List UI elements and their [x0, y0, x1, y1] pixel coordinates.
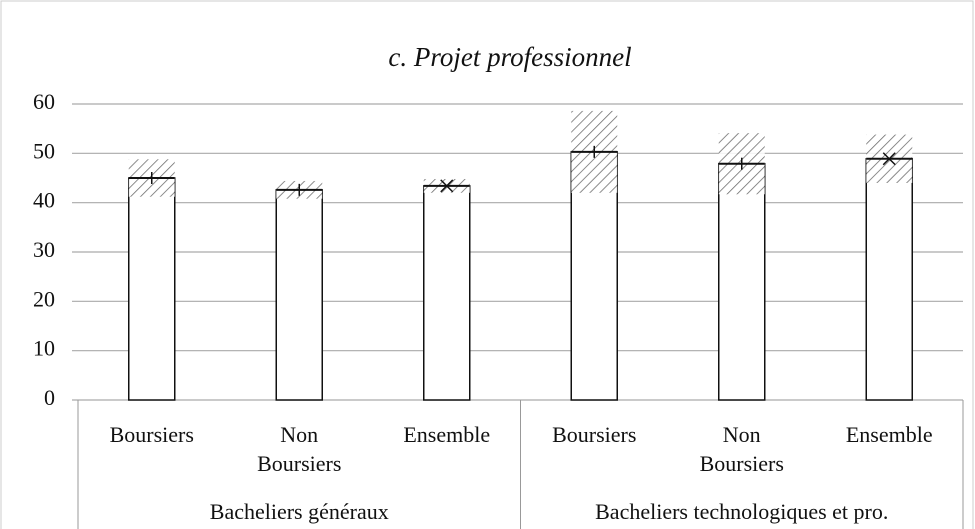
bar	[865, 158, 913, 401]
y-tick-label: 0	[44, 385, 55, 410]
x-tick-label: Non Boursiers	[699, 422, 784, 476]
bar	[275, 189, 323, 401]
chart-title: c. Projet professionnel	[388, 42, 631, 72]
y-tick-label: 40	[33, 188, 55, 213]
bar	[128, 177, 176, 401]
y-tick-label: 10	[33, 336, 55, 361]
x-tick-label: Non Boursiers	[257, 422, 342, 476]
y-tick-label: 20	[33, 286, 55, 311]
x-tick-label: Boursiers	[552, 422, 637, 447]
marker	[440, 179, 454, 193]
marker	[882, 152, 896, 166]
bar	[423, 185, 471, 401]
bar	[718, 162, 766, 401]
y-tick-label: 50	[33, 138, 55, 163]
y-tick-label: 30	[33, 237, 55, 262]
y-tick-label: 60	[33, 89, 55, 114]
x-tick-label: Ensemble	[845, 422, 933, 447]
x-tick-label: Ensemble	[403, 422, 491, 447]
group-label: Bacheliers technologiques et pro.	[595, 499, 889, 524]
group-label: Bacheliers généraux	[209, 499, 389, 524]
x-tick-label: Boursiers	[109, 422, 194, 447]
